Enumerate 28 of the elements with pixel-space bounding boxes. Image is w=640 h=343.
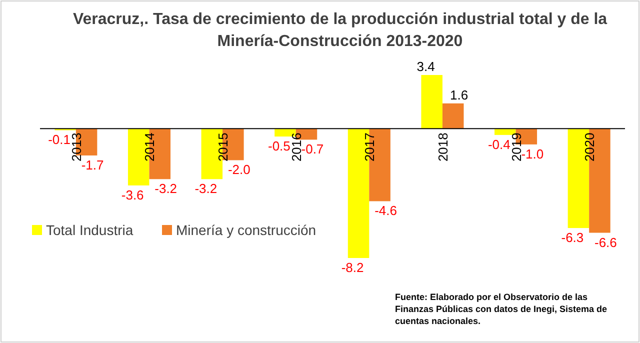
- data-label: -3.2: [154, 181, 178, 196]
- data-label: -1.7: [81, 157, 104, 172]
- data-label: -0.7: [301, 142, 324, 157]
- data-label: -6.6: [594, 234, 617, 250]
- x-tick-label: 2017: [362, 132, 378, 162]
- source-note: Fuente: Elaborado por el Observatorio de las Finanzas Públicas con datos de Inegi, Sistema de cuentas nacionales.: [395, 292, 608, 326]
- data-label: -8.2: [341, 260, 364, 275]
- x-tick-label: 2016: [288, 132, 304, 162]
- data-label: -3.6: [121, 187, 144, 202]
- x-tick-label: 2013: [68, 132, 84, 162]
- x-tick-label: 2015: [216, 132, 231, 162]
- x-tick-label: 2020: [582, 132, 598, 162]
- data-label: -2.0: [228, 162, 250, 178]
- x-tick-label: 2014: [142, 132, 158, 162]
- data-label: -3.2: [194, 181, 218, 196]
- data-label: -4.6: [374, 203, 397, 218]
- data-label: 1.6: [450, 87, 468, 102]
- data-label: -6.3: [561, 230, 584, 246]
- chart-title: Veracruz,. Tasa de crecimiento de la producción industrial total y de la Minería-Construcción 2013-2020: [72, 11, 608, 50]
- data-label: -1.0: [521, 146, 544, 162]
- x-tick-label: 2019: [508, 132, 524, 162]
- data-label: 3.4: [416, 59, 435, 74]
- legend-label: Total Industria: [46, 222, 134, 238]
- data-label: -0.5: [268, 138, 290, 154]
- legend-label: Minería y construcción: [176, 222, 316, 238]
- data-label: -0.4: [488, 136, 510, 152]
- x-tick-label: 2018: [435, 132, 450, 162]
- data-label: -0.1: [48, 132, 70, 148]
